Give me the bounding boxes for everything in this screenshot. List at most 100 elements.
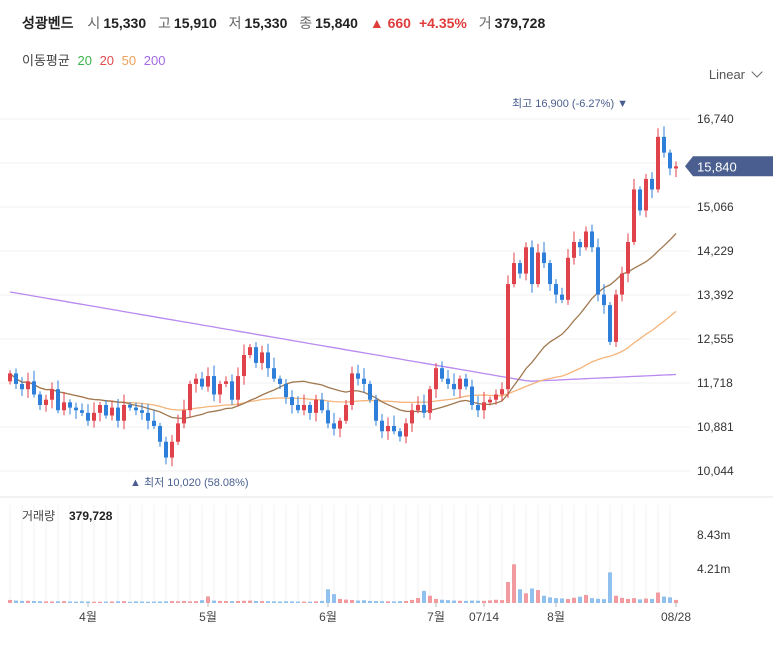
volume-bar <box>500 600 504 603</box>
ma-legend-item-0: 20 <box>77 53 92 68</box>
low-annotation: ▲ 최저 10,020 (58.08%) <box>130 476 249 489</box>
candle-body <box>44 399 48 405</box>
volume-bar <box>38 601 42 603</box>
candle-body <box>494 394 498 400</box>
volume-bar <box>356 600 360 603</box>
candle-body <box>584 231 588 248</box>
scale-dropdown[interactable]: Linear <box>709 66 763 82</box>
volume-bar <box>620 597 624 603</box>
volume-bar <box>380 601 384 603</box>
volume-bar <box>116 601 120 603</box>
candle-body <box>662 136 666 153</box>
candle-body <box>428 389 432 413</box>
volume-bar <box>62 601 66 603</box>
candle-body <box>674 166 678 169</box>
candle-body <box>410 410 414 424</box>
candle-body <box>170 441 174 458</box>
volume-bar <box>344 599 348 603</box>
volume-bar <box>494 599 498 603</box>
candle-body <box>608 305 612 342</box>
candle-body <box>578 242 582 248</box>
volume-bar <box>44 601 48 603</box>
candle-body <box>500 389 504 395</box>
price-axis: 16,74015,90315,06614,22913,39212,55511,7… <box>697 112 734 478</box>
candle-body <box>404 423 408 437</box>
volume-bar <box>350 599 354 603</box>
volume-bar <box>290 601 294 603</box>
candle-body <box>374 399 378 421</box>
volume-bar <box>50 601 54 603</box>
price-tick-label: 10,881 <box>697 420 734 434</box>
ma-legend-item-3: 200 <box>143 53 166 68</box>
volume-bar <box>122 601 126 603</box>
candle-body <box>536 252 540 285</box>
candle-body <box>314 399 318 413</box>
volume-bar <box>242 600 246 603</box>
candle-body <box>356 373 360 379</box>
candle-body <box>224 381 228 384</box>
time-axis: 4월 5월 6월 7월 07/14 8월 08/28 <box>79 603 691 624</box>
candle-body <box>554 284 558 295</box>
candle-body <box>512 263 516 285</box>
time-tick-label: 07/14 <box>469 610 499 624</box>
volume-bar <box>20 600 24 603</box>
candle-body <box>194 378 198 384</box>
candle-body <box>632 189 636 243</box>
volume-bar <box>512 564 516 603</box>
candle-body <box>110 407 114 416</box>
candle-body <box>344 404 348 421</box>
candle-body <box>398 431 402 437</box>
candle-body <box>338 420 342 429</box>
low-value: 15,330 <box>244 15 288 31</box>
candle-body <box>164 441 168 458</box>
volume-bar <box>254 600 258 603</box>
candle-body <box>176 423 180 442</box>
volume-bar <box>32 601 36 603</box>
volume-bar <box>638 599 642 603</box>
volume-pane-value: 379,728 <box>69 509 113 523</box>
candle-body <box>572 242 576 258</box>
candle-body <box>458 378 462 390</box>
volume-bar <box>572 597 576 603</box>
volume-axis: 8.43m 4.21m <box>697 528 730 576</box>
volume-bar <box>176 601 180 603</box>
volume-bar <box>644 598 648 603</box>
volume-bar <box>464 600 468 603</box>
candle-body <box>266 352 270 369</box>
candle-body <box>626 242 630 274</box>
volume-bar <box>104 601 108 603</box>
candle-body <box>482 402 486 411</box>
candle-body <box>284 383 288 398</box>
moving-average-legend[interactable]: 이동평균 20 20 50 200 <box>22 50 169 69</box>
candle-body <box>326 410 330 424</box>
volume-bar <box>206 596 210 603</box>
candle-body <box>302 404 306 411</box>
candle-body <box>392 426 396 432</box>
volume-bar <box>488 600 492 603</box>
volume-bar <box>224 601 228 603</box>
volume-bar <box>614 595 618 603</box>
volume-bar <box>368 600 372 603</box>
volume-bar <box>266 601 270 603</box>
volume-bar <box>482 600 486 603</box>
volume-bar <box>476 600 480 603</box>
volume-tick-label: 4.21m <box>697 562 730 576</box>
volume-bar <box>134 601 138 603</box>
volume-bar <box>446 600 450 603</box>
candle-body <box>386 426 390 432</box>
candle-body <box>602 294 606 306</box>
close-label: 종 <box>299 15 313 31</box>
candle-body <box>8 373 12 382</box>
volume-label: 거 <box>478 15 492 31</box>
candle-body <box>446 378 450 384</box>
volume-bar <box>632 598 636 603</box>
price-tick-label: 10,044 <box>697 464 734 478</box>
volume-bar <box>230 601 234 603</box>
ma-legend-item-1: 20 <box>99 53 115 68</box>
open-label: 시 <box>87 15 101 31</box>
candle-body <box>32 381 36 395</box>
volume-bar <box>602 599 606 603</box>
volume-bar <box>422 590 426 603</box>
candle-body <box>146 412 150 421</box>
